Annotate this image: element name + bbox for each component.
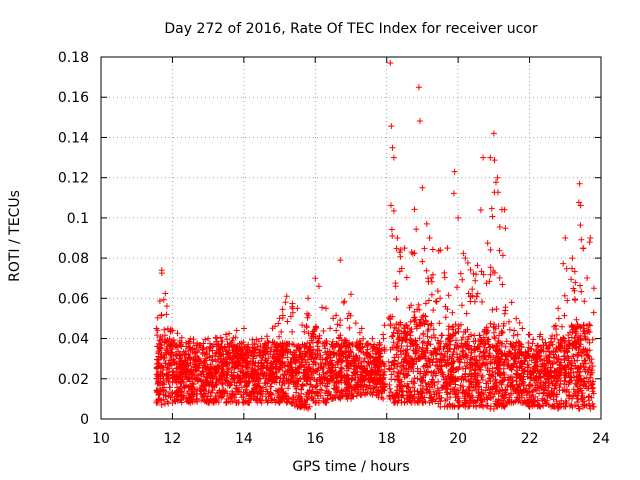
x-tick-label: 16 — [306, 431, 324, 447]
y-tick-label: 0.02 — [58, 372, 89, 388]
x-tick-label: 10 — [92, 431, 110, 447]
y-tick-label: 0.16 — [58, 90, 89, 106]
y-tick-label: 0.1 — [67, 211, 89, 227]
y-tick-label: 0.06 — [58, 291, 89, 307]
grid — [101, 57, 601, 419]
x-tick-label: 14 — [235, 431, 253, 447]
y-tick-label: 0 — [80, 412, 89, 428]
y-tick-label: 0.18 — [58, 50, 89, 66]
x-tick-label: 18 — [378, 431, 396, 447]
x-tick-label: 12 — [164, 431, 182, 447]
roti-points — [153, 60, 597, 412]
axis-ticks: 0 0.02 0.04 0.06 0.08 0.1 0.12 0.14 0.16 0.18 10 12… — [58, 50, 610, 447]
y-tick-label: 0.08 — [58, 251, 89, 267]
x-tick-label: 20 — [449, 431, 467, 447]
y-tick-label: 0.04 — [58, 332, 89, 348]
data-points — [153, 60, 597, 412]
y-tick-label: 0.14 — [58, 130, 89, 146]
x-tick-label: 24 — [592, 431, 610, 447]
plot-frame — [100, 56, 602, 420]
y-axis-label: ROTI / TECUs — [7, 190, 23, 282]
x-tick-label: 22 — [521, 431, 539, 447]
y-tick-label: 0.12 — [58, 171, 89, 187]
x-axis-label: GPS time / hours — [292, 459, 409, 475]
chart-title: Day 272 of 2016, Rate Of TEC Index for r… — [164, 21, 538, 37]
